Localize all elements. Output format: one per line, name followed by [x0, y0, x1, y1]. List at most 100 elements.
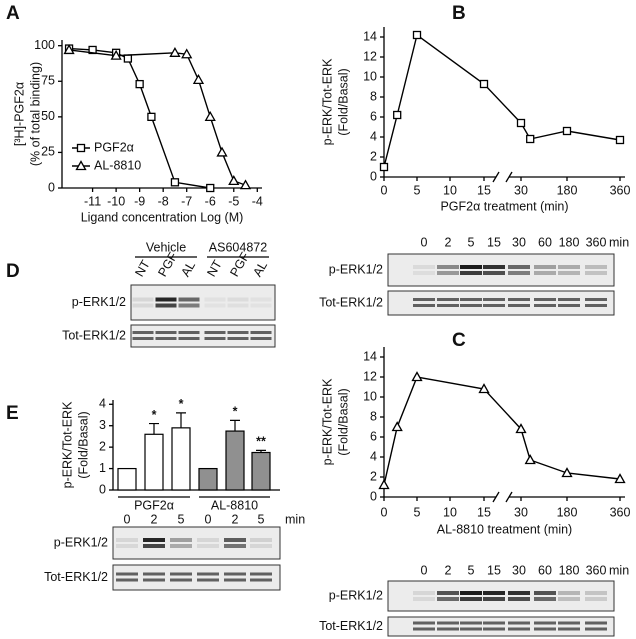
- lane-label: 5: [468, 563, 475, 577]
- lane-label: 360: [586, 235, 607, 249]
- x-tick-label: -4: [252, 194, 263, 208]
- marker: [393, 110, 402, 120]
- marker: [169, 46, 181, 57]
- significance: *: [233, 405, 238, 419]
- marker: [110, 49, 122, 60]
- bar: [144, 433, 164, 491]
- x-tick-label: 15: [477, 505, 491, 519]
- x-tick-label: 30: [514, 505, 528, 519]
- y-tick-label: 4: [370, 449, 377, 463]
- axis-break: [492, 171, 500, 183]
- x-tick-label: 10: [443, 505, 457, 519]
- blot-strip: [112, 564, 281, 591]
- blot-band: [585, 304, 607, 307]
- panel-label: E: [6, 403, 19, 424]
- blot-row-label: p-ERK1/2: [329, 588, 383, 602]
- x-tick-label: 180: [557, 183, 578, 197]
- y-tick-label: 1: [99, 461, 106, 475]
- panel-label: A: [6, 3, 20, 24]
- marker: [123, 54, 133, 63]
- blot-band: [413, 591, 435, 595]
- blot-band: [460, 265, 482, 269]
- lane-label: 0: [421, 235, 428, 249]
- blot-band: [132, 337, 154, 340]
- x-tick-label: 360: [610, 505, 631, 519]
- y-tick-label: 25: [41, 145, 55, 159]
- marker: [478, 383, 490, 394]
- lane-label: 180: [559, 235, 580, 249]
- blot-band: [155, 331, 177, 334]
- marker: [479, 79, 489, 89]
- y-tick-label: 14: [363, 29, 377, 43]
- blot-strip: [130, 324, 276, 348]
- blot-band: [155, 337, 177, 340]
- y-tick-label: 75: [41, 74, 55, 88]
- y-tick-label: 6: [370, 429, 377, 443]
- x-tick-label: 360: [610, 183, 631, 197]
- blot-strip: [387, 580, 615, 612]
- blot-band: [178, 297, 200, 302]
- marker: [135, 79, 144, 89]
- lane-label: 15: [487, 563, 501, 577]
- blot-band: [437, 627, 459, 631]
- lane-label: 30: [512, 563, 526, 577]
- error-bar: [256, 449, 266, 453]
- x-tick-label: -5: [228, 194, 239, 208]
- blot-band: [483, 627, 505, 631]
- y-tick-label: 8: [370, 89, 377, 103]
- blot-band: [116, 538, 138, 542]
- group-label: Vehicle: [146, 240, 186, 254]
- blot-band: [534, 304, 556, 307]
- x-axis-label: PGF2α treatment (min): [440, 199, 568, 213]
- blot-band: [132, 303, 154, 308]
- blot-band: [116, 544, 138, 548]
- blot-band: [558, 627, 580, 631]
- blot-band: [250, 331, 272, 334]
- legend-label: PGF2α: [94, 140, 134, 154]
- marker: [216, 146, 228, 157]
- y-tick-label: 12: [363, 49, 377, 63]
- blot-band: [534, 265, 556, 269]
- marker: [524, 454, 536, 465]
- y-tick-label: 2: [99, 439, 106, 453]
- blot-band: [483, 621, 505, 625]
- blot-band: [143, 572, 165, 576]
- x-tick-label: 15: [477, 183, 491, 197]
- blot-band: [483, 304, 505, 307]
- blot-band: [437, 597, 459, 601]
- marker: [63, 44, 75, 55]
- x-tick-label: 2: [232, 512, 239, 526]
- blot-band: [116, 572, 138, 576]
- x-tick-label: 0: [205, 512, 212, 526]
- blot-band: [460, 304, 482, 307]
- blot-band: [170, 544, 192, 548]
- lane-label: 360: [586, 563, 607, 577]
- marker: [411, 371, 423, 382]
- x-tick-label: 5: [414, 183, 421, 197]
- lane-label: 15: [487, 235, 501, 249]
- blot-row-label: p-ERK1/2: [72, 295, 126, 309]
- blot-row-label: Tot-ERK1/2: [319, 295, 383, 309]
- x-tick-label: 5: [178, 512, 185, 526]
- marker: [615, 135, 625, 145]
- blot-band: [197, 572, 219, 576]
- x-unit: min: [285, 512, 305, 526]
- blot-band: [585, 621, 607, 625]
- blot-row-label: Tot-ERK1/2: [62, 328, 126, 342]
- y-tick-label: 50: [41, 109, 55, 123]
- axis-break: [492, 491, 500, 503]
- blot-band: [178, 331, 200, 334]
- y-tick-label: 4: [370, 129, 377, 143]
- blot-band: [116, 578, 138, 582]
- blot-band: [460, 597, 482, 601]
- marker: [228, 175, 240, 186]
- marker: [515, 423, 527, 434]
- blot-row-label: p-ERK1/2: [329, 262, 383, 276]
- y-tick-label: 2: [370, 149, 377, 163]
- blot-band: [143, 538, 165, 542]
- marker: [412, 30, 422, 40]
- blot-row-label: Tot-ERK1/2: [319, 619, 383, 633]
- blot-band: [250, 544, 272, 548]
- error-bar: [230, 419, 240, 432]
- blot-band: [437, 271, 459, 275]
